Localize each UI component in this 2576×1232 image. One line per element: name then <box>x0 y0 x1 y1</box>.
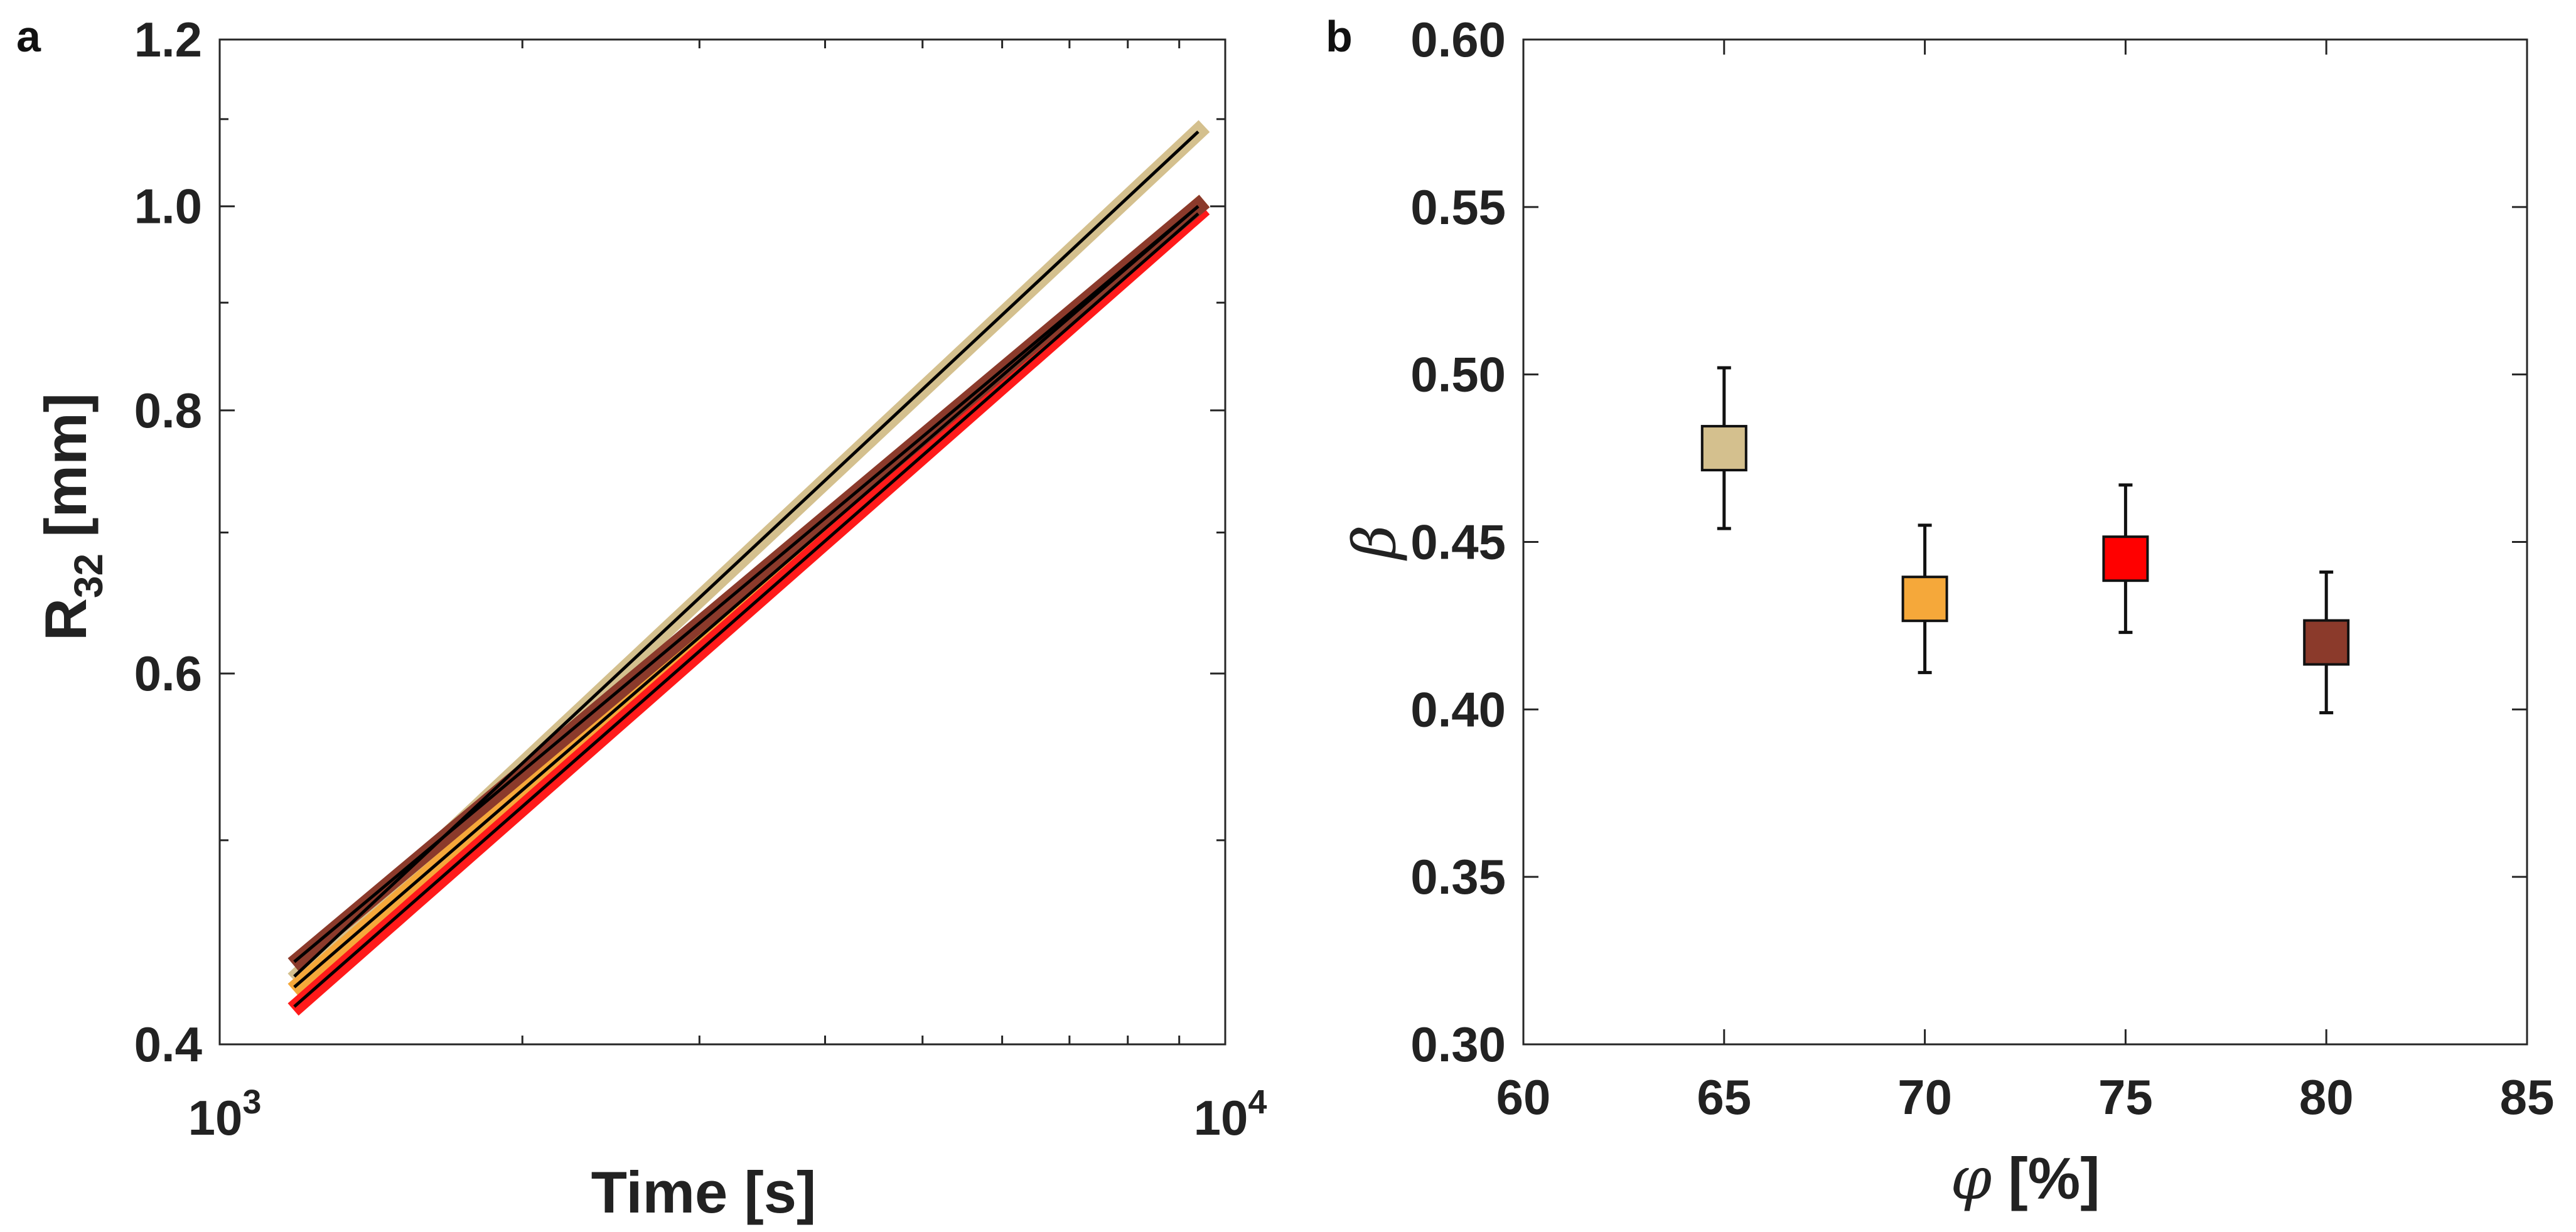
y-tick-label: 0.40 <box>1410 682 1506 737</box>
y-tick-label: 0.30 <box>1410 1017 1506 1072</box>
x-tick-label-base: 10 <box>188 1090 243 1145</box>
x-tick-label-exponent: 3 <box>242 1083 261 1121</box>
data-marker <box>2102 535 2149 582</box>
plot-frame <box>1522 38 2528 1046</box>
y-tick-label: 0.6 <box>134 646 202 701</box>
y-axis-label-unit: [mm] <box>33 393 99 554</box>
x-tick-label-exponent: 4 <box>1248 1083 1267 1121</box>
plot-frame <box>218 38 1226 1046</box>
y-axis-label: β <box>1341 525 1409 560</box>
data-marker <box>1901 576 1948 623</box>
y-axis-label: R32 [mm] <box>33 393 111 641</box>
x-tick-label: 60 <box>1496 1069 1551 1125</box>
y-tick-label: 1.0 <box>134 179 202 234</box>
y-tick-label: 0.45 <box>1410 515 1506 570</box>
y-axis-label-subscript: 32 <box>66 554 111 598</box>
data-marker <box>2303 619 2350 666</box>
y-tick-label: 0.50 <box>1410 347 1506 402</box>
x-tick-label-base: 10 <box>1194 1090 1248 1145</box>
fit-line <box>293 212 1199 1008</box>
y-tick-label: 0.8 <box>134 383 202 438</box>
x-tick-label: 103 <box>188 1083 262 1145</box>
x-tick-label: 104 <box>1194 1083 1267 1145</box>
fit-line <box>293 205 1199 988</box>
x-tick-label: 65 <box>1697 1069 1751 1125</box>
y-tick-label: 0.55 <box>1410 179 1506 235</box>
panel-label-b: b <box>1326 12 1353 61</box>
y-tick-label: 0.4 <box>134 1017 202 1072</box>
y-axis-label-main: R <box>33 598 99 641</box>
x-tick-label: 85 <box>2500 1069 2555 1125</box>
y-tick-label: 0.35 <box>1410 849 1506 904</box>
x-tick-label: 80 <box>2299 1069 2354 1125</box>
x-axis-label-unit: [%] <box>1992 1145 2100 1211</box>
y-tick-label: 1.2 <box>134 12 202 67</box>
x-axis-label: φ [%] <box>1950 1145 2100 1213</box>
y-tick-label: 0.60 <box>1410 12 1506 67</box>
data-marker <box>1700 425 1747 472</box>
x-tick-label: 75 <box>2098 1069 2153 1125</box>
panel-b: 0.30 0.35 0.40 0.45 0.50 0.55 0.60 60 65 70 75 80 85… <box>1326 12 2554 1213</box>
x-axis-label-symbol: φ <box>1950 1145 1992 1213</box>
panel-label-a: a <box>16 12 41 61</box>
x-tick-label: 70 <box>1897 1069 1952 1125</box>
fit-line <box>293 205 1199 963</box>
x-axis-label: Time [s] <box>591 1159 817 1225</box>
